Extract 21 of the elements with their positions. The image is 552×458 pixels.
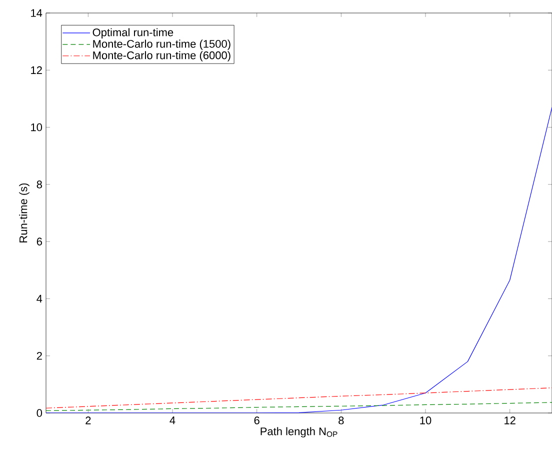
x-tick-label: 12 — [504, 416, 516, 424]
y-tick-label: 10 — [31, 123, 42, 132]
x-tick-label: 8 — [338, 416, 344, 424]
x-tick-label: 4 — [170, 416, 176, 424]
legend-label: Optimal run-time — [92, 28, 174, 38]
x-tick-label: 6 — [254, 416, 260, 424]
y-tick-label: 0 — [36, 409, 42, 417]
y-tick-label: 4 — [36, 294, 42, 302]
x-tick-label: 2 — [86, 416, 91, 424]
line-series — [46, 388, 552, 408]
y-tick-label: 8 — [36, 180, 42, 188]
y-tick-label: 2 — [36, 352, 42, 360]
y-tick-label: 14 — [31, 9, 42, 17]
x-tick-label: 10 — [420, 416, 432, 424]
line-series — [46, 402, 552, 411]
legend-label: Monte-Carlo run-time (1500) — [93, 40, 230, 50]
legend-label: Monte-Carlo run-time (6000) — [93, 51, 230, 62]
x-axis-title: Path length N$_{OP}$ — [260, 427, 338, 438]
y-tick-label: 12 — [31, 66, 42, 74]
y-tick-label: 6 — [36, 238, 42, 246]
y-axis-title: Run-time (s) — [19, 183, 30, 242]
